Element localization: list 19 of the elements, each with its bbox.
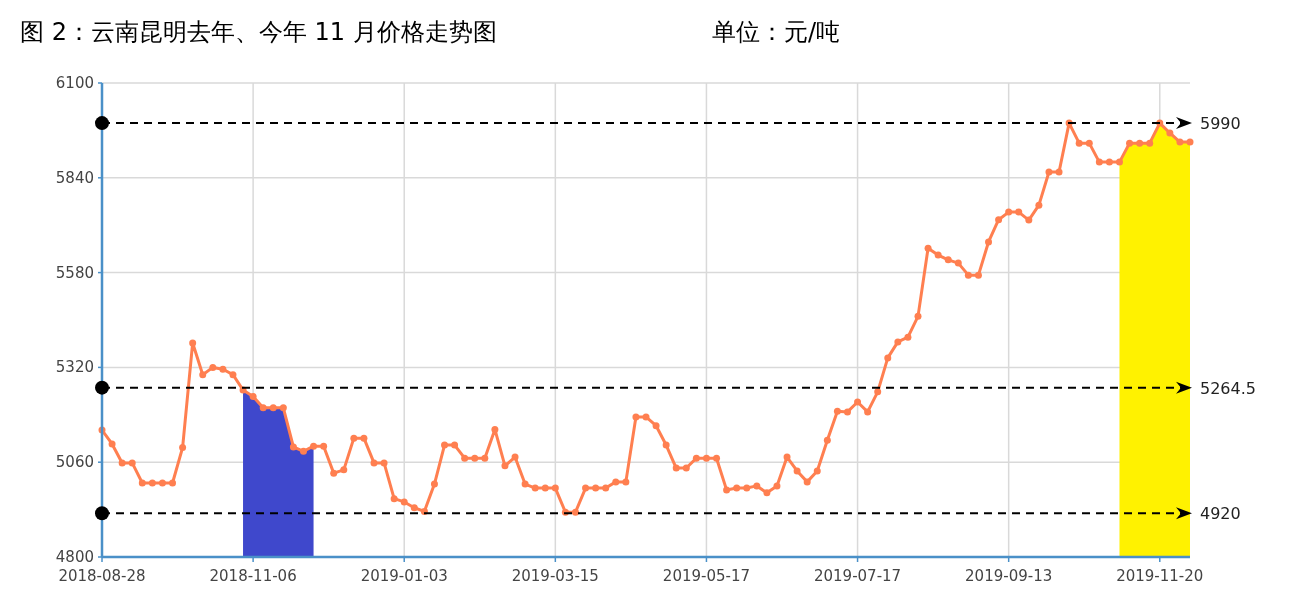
x-tick-label: 2019-05-17	[662, 567, 751, 585]
x-tick-label: 2019-09-13	[965, 567, 1053, 585]
x-tick-label: 2019-11-20	[1116, 567, 1204, 585]
chart-subtitle: 单位：元/吨	[712, 18, 841, 46]
y-tick-label: 5840	[55, 168, 94, 187]
x-tick-label: 2018-11-06	[209, 567, 297, 585]
y-tick-label: 5580	[55, 263, 94, 282]
y-tick-label: 5060	[55, 453, 94, 472]
y-tick-label: 6100	[55, 74, 94, 92]
chart-title: 图 2：云南昆明去年、今年 11 月价格走势图	[20, 18, 497, 46]
ref-line-label: 5264.5	[1200, 378, 1256, 398]
x-tick-label: 2019-03-15	[511, 567, 599, 585]
y-tick-label: 5320	[55, 358, 94, 377]
y-tick-label: 4800	[55, 548, 94, 566]
x-tick-label: 2018-08-28	[58, 567, 146, 585]
ref-line-label: 5990	[1200, 114, 1241, 134]
ref-line-label: 4920	[1200, 504, 1241, 524]
x-tick-label: 2019-07-17	[813, 567, 902, 585]
x-tick-label: 2019-01-03	[360, 567, 448, 585]
